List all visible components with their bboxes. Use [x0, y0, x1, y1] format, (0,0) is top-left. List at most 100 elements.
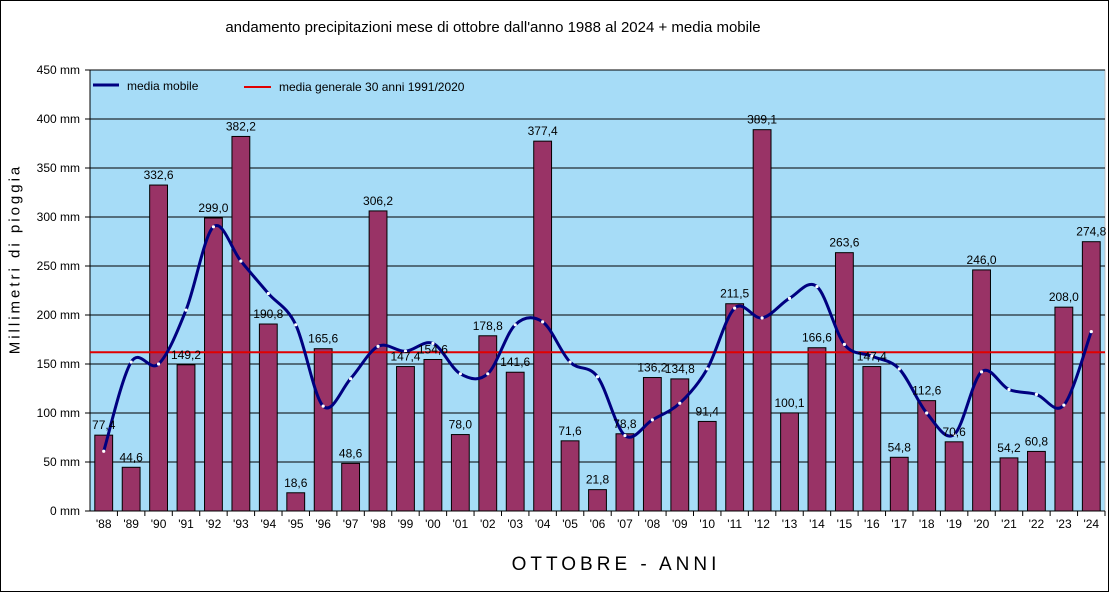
- data-label: 112,6: [912, 384, 941, 398]
- x-tick-label: '91: [178, 517, 194, 531]
- data-label: 165,6: [308, 332, 338, 346]
- x-tick-label: '10: [699, 517, 715, 531]
- data-label: 208,0: [1049, 290, 1079, 304]
- bar: [616, 434, 634, 511]
- moving-average-point: [486, 372, 489, 375]
- bar: [890, 457, 908, 511]
- moving-average-point: [1035, 393, 1038, 396]
- moving-average-point: [980, 370, 983, 373]
- moving-average-point: [376, 345, 379, 348]
- moving-average-point: [760, 316, 763, 319]
- data-label: 147,4: [390, 350, 420, 364]
- y-tick-label: 400 mm: [37, 112, 80, 126]
- bar: [835, 253, 853, 511]
- x-tick-label: '16: [864, 517, 880, 531]
- moving-average-point: [898, 367, 901, 370]
- bar: [698, 421, 716, 511]
- bar: [589, 490, 607, 511]
- bar: [205, 218, 223, 511]
- data-label: 44,6: [119, 450, 143, 464]
- moving-average-point: [514, 323, 517, 326]
- data-label: 60,8: [1025, 434, 1049, 448]
- bar: [150, 185, 168, 511]
- data-label: 136,2: [637, 361, 667, 375]
- data-label: 377,4: [528, 124, 558, 138]
- x-tick-label: '15: [837, 517, 853, 531]
- bar: [863, 367, 881, 511]
- bar: [122, 467, 140, 511]
- moving-average-point: [239, 260, 242, 263]
- bar: [808, 348, 826, 511]
- moving-average-point: [184, 309, 187, 312]
- bar: [397, 367, 415, 511]
- moving-average-point: [596, 375, 599, 378]
- data-label: 154,6: [418, 342, 448, 356]
- x-tick-label: '88: [96, 517, 112, 531]
- bar: [1000, 458, 1018, 511]
- moving-average-point: [651, 418, 654, 421]
- moving-average-point: [459, 372, 462, 375]
- legend-label-reference: media generale 30 anni 1991/2020: [279, 80, 465, 94]
- x-tick-label: '18: [919, 517, 935, 531]
- data-label: 54,8: [888, 440, 912, 454]
- moving-average-point: [349, 377, 352, 380]
- bar: [1028, 451, 1046, 511]
- bar: [177, 365, 195, 511]
- data-label: 147,4: [857, 350, 887, 364]
- bar: [506, 372, 524, 511]
- x-tick-label: '98: [370, 517, 386, 531]
- moving-average-point: [568, 360, 571, 363]
- data-label: 246,0: [967, 253, 997, 267]
- moving-average-point: [706, 367, 709, 370]
- data-label: 70,6: [942, 425, 966, 439]
- x-tick-label: '89: [123, 517, 139, 531]
- bar: [781, 413, 799, 511]
- bar: [232, 136, 250, 511]
- legend-label-moving-average: media mobile: [127, 79, 199, 93]
- moving-average-point: [1062, 404, 1065, 407]
- x-tick-label: '09: [672, 517, 688, 531]
- bar: [1082, 242, 1100, 511]
- x-tick-label: '90: [151, 517, 167, 531]
- y-tick-label: 150 mm: [37, 357, 80, 371]
- moving-average-point: [678, 402, 681, 405]
- x-tick-label: '14: [809, 517, 825, 531]
- bar: [451, 435, 469, 511]
- data-label: 211,5: [720, 287, 749, 301]
- moving-average-point: [623, 434, 626, 437]
- bar: [726, 304, 744, 511]
- moving-average-point: [267, 292, 270, 295]
- moving-average-point: [843, 343, 846, 346]
- moving-average-point: [815, 285, 818, 288]
- x-tick-label: '96: [315, 517, 331, 531]
- bar: [643, 378, 661, 511]
- x-tick-label: '02: [480, 517, 496, 531]
- y-tick-label: 200 mm: [37, 308, 80, 322]
- y-tick-label: 0 mm: [50, 504, 80, 518]
- data-label: 166,6: [802, 331, 832, 345]
- moving-average-point: [925, 411, 928, 414]
- x-tick-label: '95: [288, 517, 304, 531]
- bar: [534, 141, 552, 511]
- x-tick-label: '08: [645, 517, 661, 531]
- moving-average-point: [212, 225, 215, 228]
- data-label: 77,4: [92, 418, 116, 432]
- data-label: 54,2: [997, 441, 1021, 455]
- x-tick-label: '00: [425, 517, 441, 531]
- x-tick-label: '13: [782, 517, 798, 531]
- y-tick-label: 350 mm: [37, 161, 80, 175]
- moving-average-point: [733, 307, 736, 310]
- data-label: 78,0: [449, 418, 473, 432]
- x-tick-label: '21: [1001, 517, 1017, 531]
- moving-average-point: [322, 405, 325, 408]
- data-label: 263,6: [829, 236, 859, 250]
- data-label: 389,1: [747, 113, 777, 127]
- data-label: 78,8: [613, 417, 637, 431]
- x-tick-label: '17: [891, 517, 907, 531]
- x-tick-label: '99: [398, 517, 414, 531]
- moving-average-point: [541, 320, 544, 323]
- x-tick-label: '24: [1083, 517, 1099, 531]
- x-tick-label: '22: [1029, 517, 1045, 531]
- y-tick-label: 250 mm: [37, 259, 80, 273]
- bar: [753, 130, 771, 511]
